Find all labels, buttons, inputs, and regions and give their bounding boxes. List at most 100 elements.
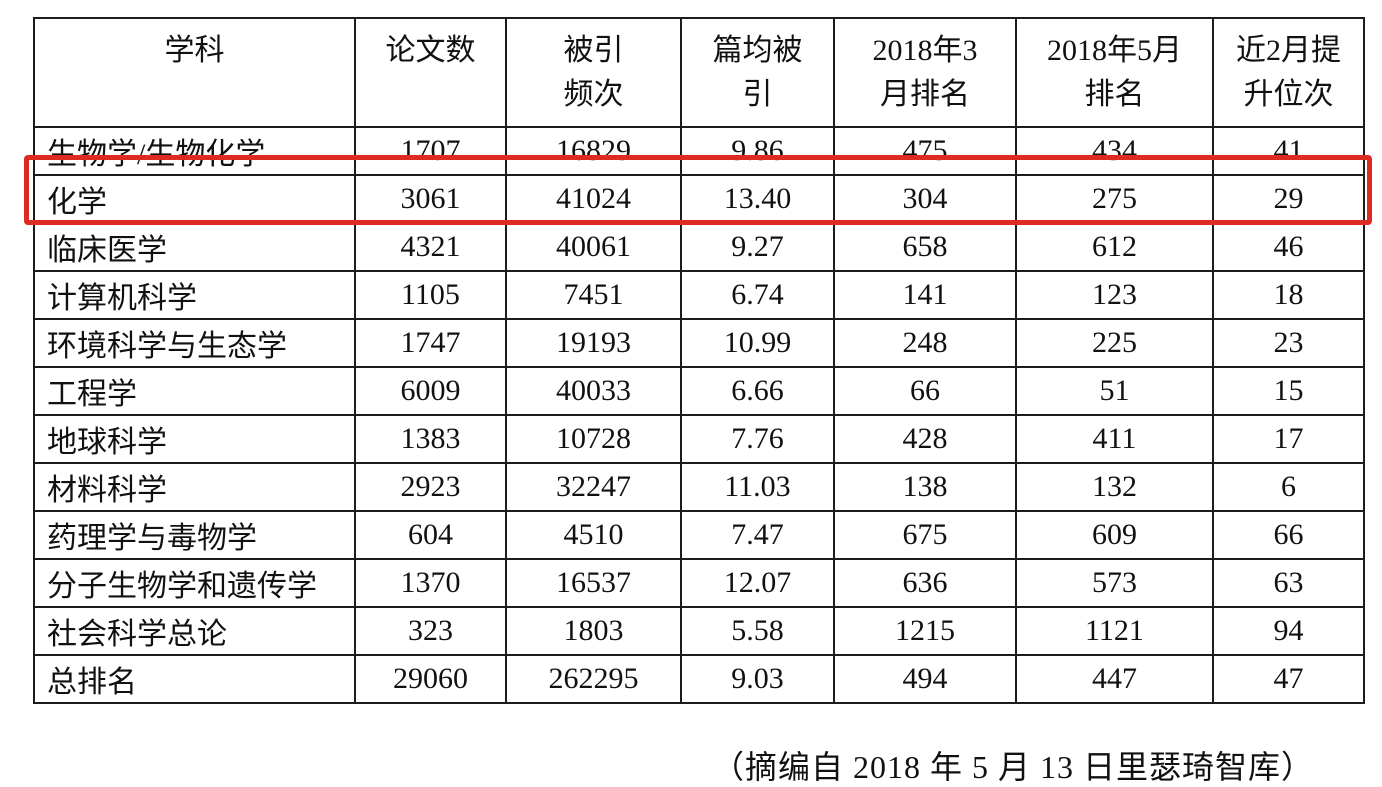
table-header: 学科 论文数 被引 频次 篇均被 引 2018年3 月排名 2018年5月 排名… xyxy=(33,17,1365,128)
rank-march-cell: 304 xyxy=(833,174,1017,224)
table-row: 药理学与毒物学 604 4510 7.47 675 609 66 xyxy=(33,510,1365,560)
rank-march-cell: 636 xyxy=(833,558,1017,608)
rank-may-cell: 612 xyxy=(1015,222,1214,272)
table-row: 临床医学 4321 40061 9.27 658 612 46 xyxy=(33,222,1365,272)
subject-cell: 化学 xyxy=(33,174,356,224)
rank-gain-cell: 18 xyxy=(1212,270,1365,320)
subject-cell: 地球科学 xyxy=(33,414,356,464)
rank-gain-cell: 29 xyxy=(1212,174,1365,224)
rank-may-cell: 225 xyxy=(1015,318,1214,368)
citations-cell: 262295 xyxy=(505,654,682,704)
rank-gain-cell: 6 xyxy=(1212,462,1365,512)
citations-cell: 40061 xyxy=(505,222,682,272)
table-row: 地球科学 1383 10728 7.76 428 411 17 xyxy=(33,414,1365,464)
citations-cell: 10728 xyxy=(505,414,682,464)
table-body: 生物学/生物化学 1707 16829 9.86 475 434 41 化学 3… xyxy=(33,126,1365,704)
header-rank-may: 2018年5月 排名 xyxy=(1015,17,1214,128)
rank-gain-cell: 63 xyxy=(1212,558,1365,608)
rank-gain-cell: 23 xyxy=(1212,318,1365,368)
avg-citation-cell: 6.74 xyxy=(680,270,835,320)
avg-citation-cell: 9.27 xyxy=(680,222,835,272)
paper-count-cell: 1747 xyxy=(354,318,507,368)
rank-may-cell: 275 xyxy=(1015,174,1214,224)
subject-cell: 社会科学总论 xyxy=(33,606,356,656)
header-paper-count: 论文数 xyxy=(354,17,507,128)
citations-cell: 19193 xyxy=(505,318,682,368)
avg-citation-cell: 5.58 xyxy=(680,606,835,656)
citations-cell: 4510 xyxy=(505,510,682,560)
citations-cell: 16537 xyxy=(505,558,682,608)
header-rank-gain: 近2月提 升位次 xyxy=(1212,17,1365,128)
subject-cell: 总排名 xyxy=(33,654,356,704)
rank-gain-cell: 15 xyxy=(1212,366,1365,416)
header-avg-citation: 篇均被 引 xyxy=(680,17,835,128)
citations-cell: 1803 xyxy=(505,606,682,656)
subject-cell: 计算机科学 xyxy=(33,270,356,320)
subject-cell: 环境科学与生态学 xyxy=(33,318,356,368)
avg-citation-cell: 13.40 xyxy=(680,174,835,224)
subject-cell: 临床医学 xyxy=(33,222,356,272)
rank-march-cell: 66 xyxy=(833,366,1017,416)
rank-march-cell: 475 xyxy=(833,126,1017,176)
rank-march-cell: 428 xyxy=(833,414,1017,464)
paper-count-cell: 604 xyxy=(354,510,507,560)
citations-cell: 41024 xyxy=(505,174,682,224)
avg-citation-cell: 9.86 xyxy=(680,126,835,176)
subject-ranking-table: 学科 论文数 被引 频次 篇均被 引 2018年3 月排名 2018年5月 排名… xyxy=(33,17,1365,704)
rank-march-cell: 248 xyxy=(833,318,1017,368)
rank-gain-cell: 94 xyxy=(1212,606,1365,656)
paper-count-cell: 323 xyxy=(354,606,507,656)
table-row: 材料科学 2923 32247 11.03 138 132 6 xyxy=(33,462,1365,512)
citations-cell: 16829 xyxy=(505,126,682,176)
source-note: （摘编自 2018 年 5 月 13 日里瑟琦智库） xyxy=(712,749,1315,785)
rank-march-cell: 138 xyxy=(833,462,1017,512)
rank-march-cell: 494 xyxy=(833,654,1017,704)
paper-count-cell: 2923 xyxy=(354,462,507,512)
subject-cell: 生物学/生物化学 xyxy=(33,126,356,176)
rank-march-cell: 658 xyxy=(833,222,1017,272)
table-row: 工程学 6009 40033 6.66 66 51 15 xyxy=(33,366,1365,416)
citations-cell: 7451 xyxy=(505,270,682,320)
rank-march-cell: 141 xyxy=(833,270,1017,320)
rank-may-cell: 411 xyxy=(1015,414,1214,464)
avg-citation-cell: 12.07 xyxy=(680,558,835,608)
header-rank-march: 2018年3 月排名 xyxy=(833,17,1017,128)
paper-count-cell: 29060 xyxy=(354,654,507,704)
rank-gain-cell: 17 xyxy=(1212,414,1365,464)
rank-may-cell: 1121 xyxy=(1015,606,1214,656)
rank-march-cell: 675 xyxy=(833,510,1017,560)
paper-count-cell: 1383 xyxy=(354,414,507,464)
paper-count-cell: 1105 xyxy=(354,270,507,320)
paper-count-cell: 1707 xyxy=(354,126,507,176)
subject-cell: 材料科学 xyxy=(33,462,356,512)
header-row: 学科 论文数 被引 频次 篇均被 引 2018年3 月排名 2018年5月 排名… xyxy=(33,17,1365,128)
rank-march-cell: 1215 xyxy=(833,606,1017,656)
table-row: 分子生物学和遗传学 1370 16537 12.07 636 573 63 xyxy=(33,558,1365,608)
paper-count-cell: 1370 xyxy=(354,558,507,608)
subject-cell: 药理学与毒物学 xyxy=(33,510,356,560)
rank-may-cell: 132 xyxy=(1015,462,1214,512)
avg-citation-cell: 10.99 xyxy=(680,318,835,368)
rank-may-cell: 51 xyxy=(1015,366,1214,416)
header-subject: 学科 xyxy=(33,17,356,128)
rank-may-cell: 573 xyxy=(1015,558,1214,608)
avg-citation-cell: 9.03 xyxy=(680,654,835,704)
paper-count-cell: 3061 xyxy=(354,174,507,224)
table-row: 化学 3061 41024 13.40 304 275 29 xyxy=(33,174,1365,224)
table-row: 生物学/生物化学 1707 16829 9.86 475 434 41 xyxy=(33,126,1365,176)
citations-cell: 40033 xyxy=(505,366,682,416)
rank-gain-cell: 46 xyxy=(1212,222,1365,272)
rank-gain-cell: 66 xyxy=(1212,510,1365,560)
rank-may-cell: 434 xyxy=(1015,126,1214,176)
subject-cell: 分子生物学和遗传学 xyxy=(33,558,356,608)
rank-may-cell: 447 xyxy=(1015,654,1214,704)
rank-may-cell: 609 xyxy=(1015,510,1214,560)
avg-citation-cell: 11.03 xyxy=(680,462,835,512)
rank-may-cell: 123 xyxy=(1015,270,1214,320)
avg-citation-cell: 7.47 xyxy=(680,510,835,560)
avg-citation-cell: 7.76 xyxy=(680,414,835,464)
rank-gain-cell: 41 xyxy=(1212,126,1365,176)
table-row: 环境科学与生态学 1747 19193 10.99 248 225 23 xyxy=(33,318,1365,368)
citations-cell: 32247 xyxy=(505,462,682,512)
